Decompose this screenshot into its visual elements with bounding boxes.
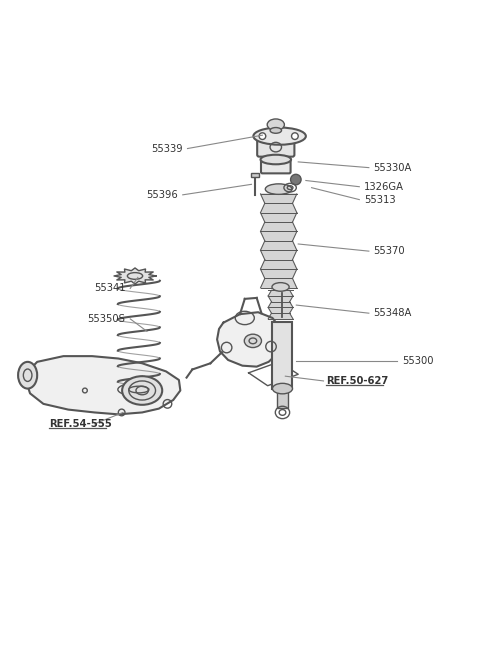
Polygon shape xyxy=(217,312,282,367)
Text: 55313: 55313 xyxy=(364,195,396,204)
Text: 55396: 55396 xyxy=(146,190,178,200)
Ellipse shape xyxy=(270,128,281,133)
Text: 1326GA: 1326GA xyxy=(364,181,404,192)
Polygon shape xyxy=(268,290,293,296)
Polygon shape xyxy=(24,356,180,415)
Polygon shape xyxy=(261,250,297,259)
Polygon shape xyxy=(261,278,297,288)
Text: REF.50-627: REF.50-627 xyxy=(326,376,388,386)
Polygon shape xyxy=(261,213,297,222)
Polygon shape xyxy=(261,231,297,241)
Text: REF.54-555: REF.54-555 xyxy=(49,419,112,429)
Ellipse shape xyxy=(122,376,162,405)
Ellipse shape xyxy=(290,174,301,185)
Text: 55339: 55339 xyxy=(151,143,183,153)
Ellipse shape xyxy=(18,362,37,388)
Text: 55348A: 55348A xyxy=(373,309,412,318)
Polygon shape xyxy=(268,313,293,319)
Text: 55341: 55341 xyxy=(94,284,125,293)
Polygon shape xyxy=(261,241,297,250)
Ellipse shape xyxy=(267,119,284,130)
Bar xyxy=(273,322,292,388)
Polygon shape xyxy=(261,269,297,278)
Ellipse shape xyxy=(253,128,306,145)
Ellipse shape xyxy=(272,283,289,291)
Polygon shape xyxy=(268,307,293,313)
Bar xyxy=(277,388,288,407)
FancyBboxPatch shape xyxy=(261,160,290,174)
FancyBboxPatch shape xyxy=(257,136,294,157)
Ellipse shape xyxy=(261,155,291,164)
Text: 55370: 55370 xyxy=(373,246,405,256)
Polygon shape xyxy=(268,296,293,302)
Polygon shape xyxy=(261,194,297,203)
Ellipse shape xyxy=(291,133,298,140)
Text: 55350S: 55350S xyxy=(87,314,125,324)
Bar xyxy=(252,174,259,177)
Text: 55330A: 55330A xyxy=(373,162,412,173)
Text: 55300: 55300 xyxy=(402,356,434,366)
Polygon shape xyxy=(114,268,156,284)
Polygon shape xyxy=(261,222,297,231)
Ellipse shape xyxy=(244,334,262,348)
Ellipse shape xyxy=(259,133,266,140)
Polygon shape xyxy=(268,302,293,307)
Polygon shape xyxy=(261,203,297,213)
Ellipse shape xyxy=(273,383,292,394)
Ellipse shape xyxy=(265,184,292,195)
Polygon shape xyxy=(261,259,297,269)
